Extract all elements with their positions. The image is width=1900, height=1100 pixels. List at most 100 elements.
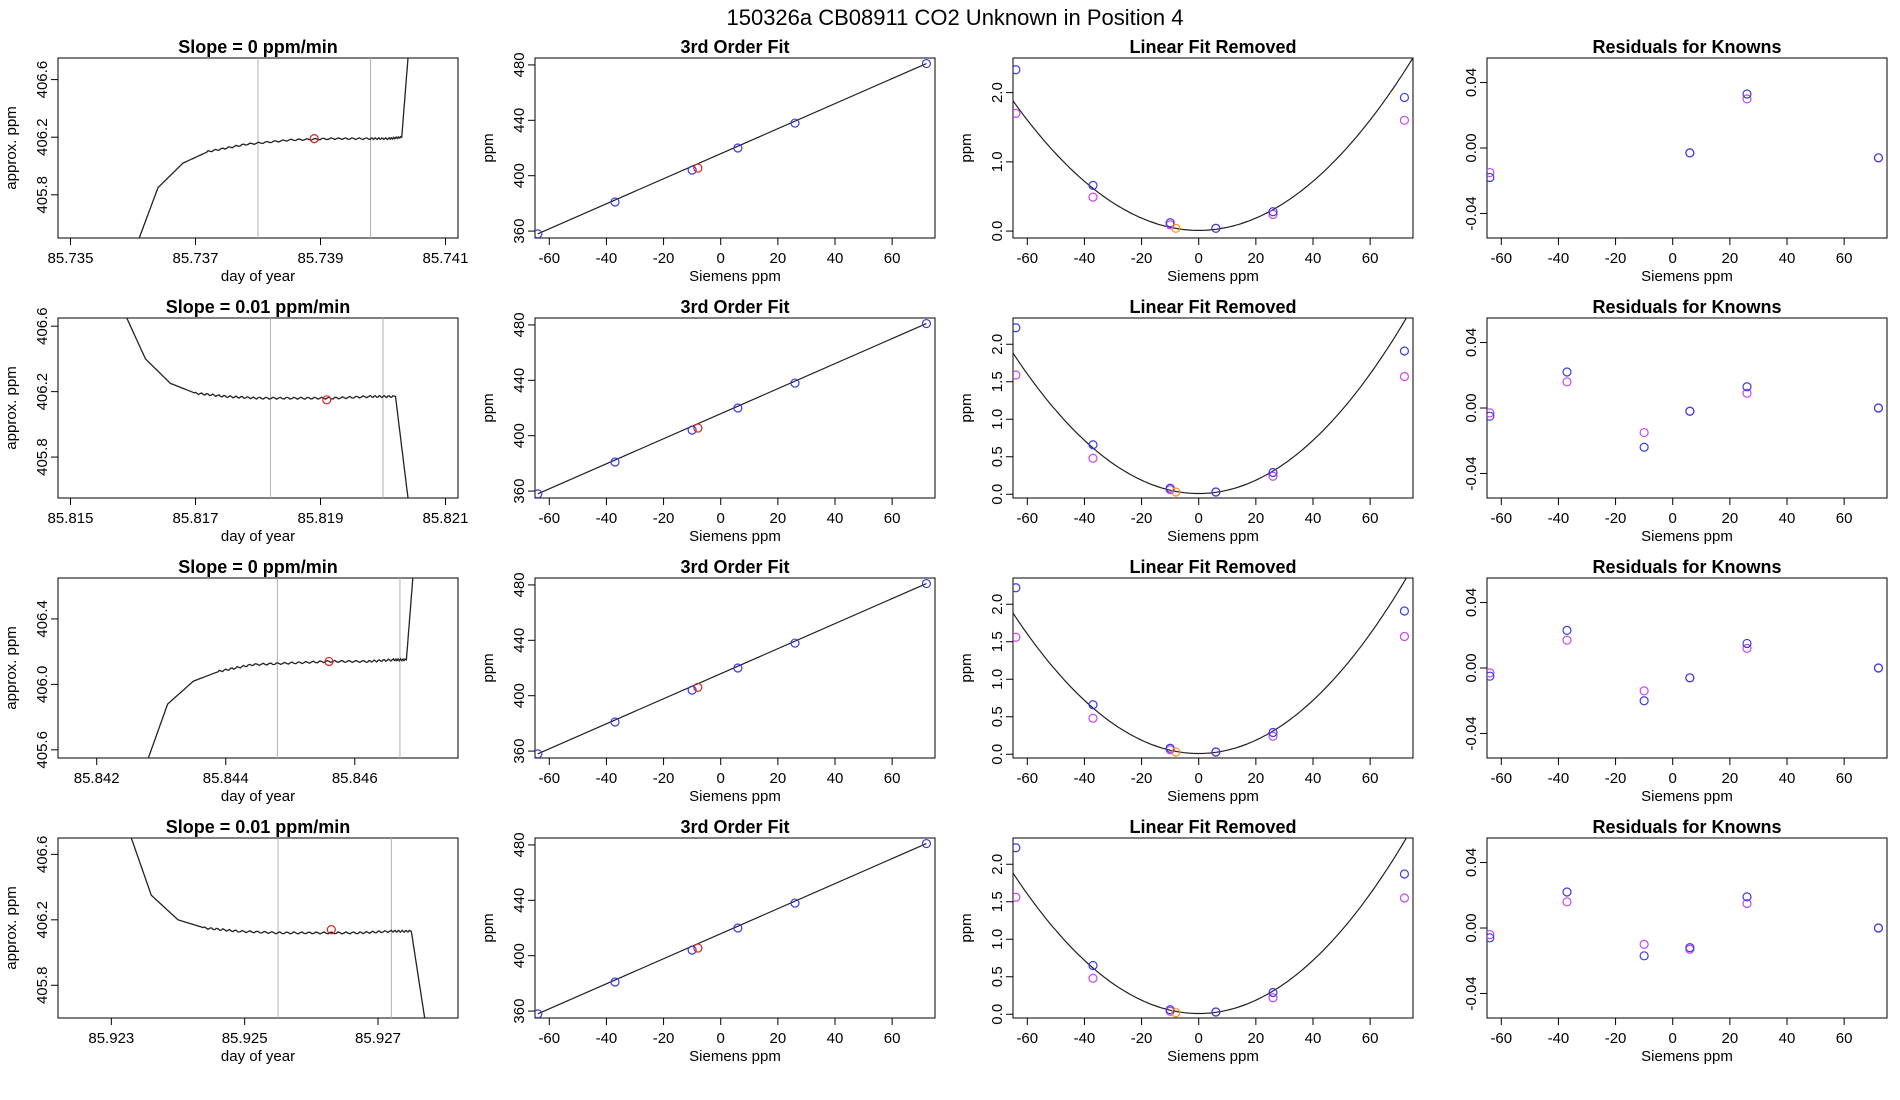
y-tick-label: 480 xyxy=(511,52,528,77)
y-tick-label: 400 xyxy=(511,683,528,708)
panel-title: Linear Fit Removed xyxy=(1129,37,1296,57)
fit-line xyxy=(537,62,927,235)
x-tick-label: -60 xyxy=(538,770,560,787)
known-point xyxy=(535,749,543,758)
x-tick-label: 85.737 xyxy=(173,250,219,267)
plot-frame xyxy=(1012,577,1414,759)
x-axis-label: Siemens ppm xyxy=(689,1048,781,1065)
x-tick-label: 20 xyxy=(770,250,787,267)
residual-point-magenta xyxy=(1639,686,1649,696)
residual-point-blue xyxy=(1487,172,1495,183)
x-tick-label: 85.927 xyxy=(355,1030,401,1047)
plot-area xyxy=(1013,318,1410,497)
unknown-point xyxy=(693,682,703,692)
known-point xyxy=(790,638,800,648)
known-point-magenta xyxy=(1088,973,1098,983)
x-tick-label: 60 xyxy=(884,510,901,527)
x-tick-label: 20 xyxy=(770,770,787,787)
y-axis-label: approx. ppm xyxy=(3,626,20,709)
residual-point-magenta xyxy=(1487,929,1495,940)
x-tick-label: -60 xyxy=(1016,250,1038,267)
plot-area xyxy=(1487,89,1884,183)
x-tick-label: 60 xyxy=(1836,770,1853,787)
y-tick-label: 406.6 xyxy=(34,836,51,874)
x-tick-label: 20 xyxy=(1722,1030,1739,1047)
plot-frame xyxy=(1486,577,1888,759)
x-tick-label: -60 xyxy=(1490,1030,1512,1047)
x-tick-label: 85.842 xyxy=(74,770,120,787)
y-tick-label: 0.5 xyxy=(989,966,1006,987)
known-point-magenta xyxy=(1088,453,1098,463)
known-point-blue xyxy=(1088,180,1098,190)
x-tick-label: 0 xyxy=(1195,250,1203,267)
x-tick-label: 0 xyxy=(717,250,725,267)
panel-title: 3rd Order Fit xyxy=(680,37,789,57)
known-point-blue xyxy=(1399,869,1410,879)
y-tick-label: 360 xyxy=(511,739,528,764)
plot-area xyxy=(535,838,932,1018)
plot-area xyxy=(535,578,932,758)
plot-area xyxy=(126,318,409,498)
x-tick-label: -20 xyxy=(1605,250,1627,267)
plot-area xyxy=(147,578,414,758)
x-axis-label: day of year xyxy=(221,1048,295,1065)
panel-title: Residuals for Knowns xyxy=(1592,817,1781,837)
panel-1-0: Slope = 0.01 ppm/min 85.815 85.817 85.819 85… xyxy=(3,297,468,545)
y-tick-label: 1.0 xyxy=(989,151,1006,172)
panel-2-2: Linear Fit Removed -60 -40 -20 0 20 40 60 0.0 0.5… xyxy=(958,557,1414,805)
x-tick-label: -20 xyxy=(1131,510,1153,527)
y-tick-label: 480 xyxy=(511,832,528,857)
fit-curve xyxy=(1013,838,1408,1015)
y-tick-label: 360 xyxy=(511,479,528,504)
y-tick-label: 480 xyxy=(511,572,528,597)
residual-point-magenta xyxy=(1742,643,1752,653)
fit-line xyxy=(537,322,927,495)
residual-point-blue xyxy=(1562,887,1572,897)
x-axis-label: Siemens ppm xyxy=(689,268,781,285)
x-tick-label: -60 xyxy=(538,510,560,527)
x-tick-label: 60 xyxy=(1836,1030,1853,1047)
x-tick-label: 40 xyxy=(1779,1030,1796,1047)
y-tick-label: 360 xyxy=(511,999,528,1024)
y-tick-label: 400 xyxy=(511,943,528,968)
known-point xyxy=(610,457,620,467)
known-point xyxy=(790,118,800,128)
known-point-magenta xyxy=(1399,893,1410,903)
residual-point-blue xyxy=(1639,696,1649,706)
plot-frame xyxy=(534,317,936,499)
residual-point-blue xyxy=(1685,673,1695,683)
x-tick-label: -60 xyxy=(538,250,560,267)
known-point-magenta xyxy=(1088,192,1098,202)
known-point-blue xyxy=(1211,1007,1221,1017)
x-tick-label: 0 xyxy=(1195,1030,1203,1047)
x-axis-label: Siemens ppm xyxy=(689,528,781,545)
known-point-magenta xyxy=(1013,632,1021,642)
y-tick-label: 0.00 xyxy=(1463,393,1480,422)
plot-area xyxy=(1013,838,1410,1018)
y-tick-label: 0.00 xyxy=(1463,133,1480,162)
y-tick-label: 0.04 xyxy=(1463,848,1480,877)
residual-point-blue xyxy=(1742,638,1752,649)
x-tick-label: 40 xyxy=(827,510,844,527)
unknown-point xyxy=(1171,223,1181,233)
x-tick-label: 85.741 xyxy=(423,250,469,267)
x-tick-label: -40 xyxy=(596,770,618,787)
x-tick-label: 40 xyxy=(1779,510,1796,527)
y-tick-label: 0.00 xyxy=(1463,913,1480,942)
y-tick-label: 440 xyxy=(511,628,528,653)
x-tick-label: -60 xyxy=(1490,770,1512,787)
known-point-magenta xyxy=(1399,371,1410,382)
panel-title: 3rd Order Fit xyxy=(680,817,789,837)
y-tick-label: 406.6 xyxy=(34,61,51,99)
x-tick-label: 0 xyxy=(1669,770,1677,787)
fit-curve xyxy=(1013,58,1413,231)
x-tick-label: 40 xyxy=(1305,1030,1322,1047)
y-axis-label: approx. ppm xyxy=(3,886,20,969)
x-tick-label: 85.923 xyxy=(88,1030,134,1047)
x-tick-label: -20 xyxy=(1605,770,1627,787)
y-axis-label: ppm xyxy=(480,913,497,942)
residual-point-blue xyxy=(1873,663,1884,673)
residual-point-blue xyxy=(1742,892,1752,902)
x-tick-label: -60 xyxy=(1490,250,1512,267)
x-tick-label: 0 xyxy=(1669,1030,1677,1047)
